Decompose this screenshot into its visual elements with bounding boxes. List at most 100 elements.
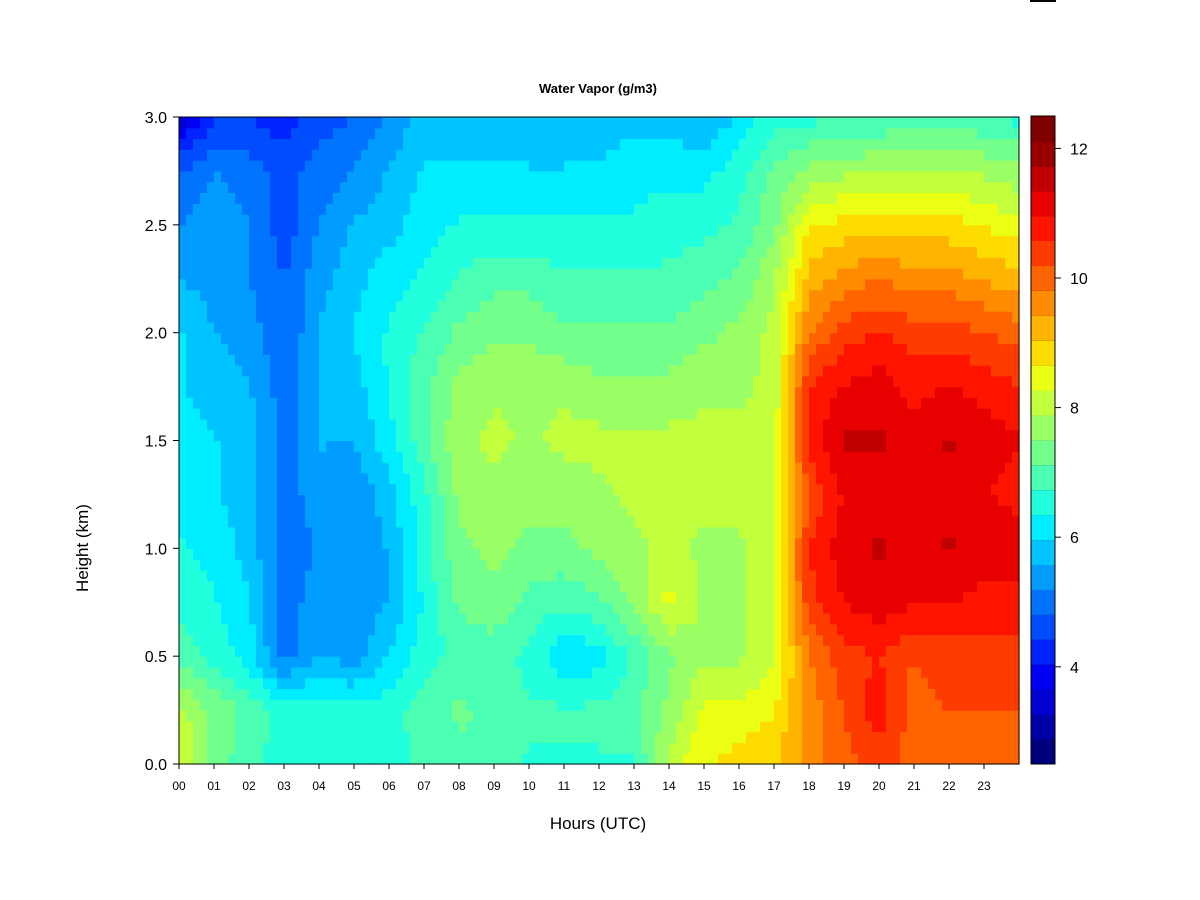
heatmap-cell — [298, 214, 306, 226]
heatmap-cell — [410, 332, 418, 345]
heatmap-cell — [732, 656, 740, 668]
heatmap-cell — [627, 300, 635, 312]
heatmap-cell — [508, 246, 516, 258]
heatmap-cell — [487, 494, 495, 506]
heatmap-cell — [340, 203, 348, 215]
heatmap-cell — [739, 138, 747, 150]
heatmap-cell — [487, 386, 495, 398]
heatmap-cell — [613, 731, 621, 744]
heatmap-cell — [599, 418, 607, 431]
heatmap-cell — [501, 753, 509, 765]
heatmap-cell — [529, 591, 537, 603]
heatmap-cell — [683, 699, 691, 711]
heatmap-cell — [648, 375, 656, 388]
heatmap-cell — [683, 634, 691, 646]
heatmap-cell — [676, 311, 684, 323]
heatmap-cell — [529, 214, 537, 226]
heatmap-cell — [655, 429, 663, 442]
heatmap-cell — [193, 267, 201, 280]
heatmap-cell — [641, 623, 649, 636]
heatmap-cell — [704, 386, 712, 398]
heatmap-cell — [256, 170, 264, 183]
heatmap-cell — [319, 117, 327, 129]
heatmap-cell — [277, 569, 285, 582]
heatmap-cell — [207, 440, 215, 452]
heatmap-cell — [578, 117, 586, 129]
heatmap-cell — [578, 634, 586, 646]
heatmap-cell — [347, 311, 355, 323]
heatmap-cell — [438, 267, 446, 280]
heatmap-cell — [529, 224, 537, 237]
heatmap-cell — [697, 170, 705, 183]
heatmap-cell — [193, 656, 201, 668]
heatmap-cell — [487, 117, 495, 129]
heatmap-cell — [179, 645, 187, 657]
heatmap-cell — [690, 472, 698, 485]
heatmap-cell — [207, 278, 215, 291]
heatmap-cell — [221, 418, 229, 431]
heatmap-cell — [599, 386, 607, 398]
heatmap-cell — [256, 235, 264, 247]
heatmap-cell — [207, 160, 215, 172]
heatmap-cell — [249, 117, 257, 129]
heatmap-cell — [620, 613, 628, 625]
heatmap-cell — [270, 386, 278, 398]
heatmap-cell — [494, 224, 502, 237]
heatmap-cell — [732, 699, 740, 711]
heatmap-cell — [508, 343, 516, 355]
heatmap-cell — [445, 472, 453, 485]
heatmap-cell — [662, 203, 670, 215]
heatmap-cell — [690, 440, 698, 452]
heatmap-cell — [620, 181, 628, 194]
heatmap-cell — [242, 451, 250, 463]
heatmap-cell — [536, 278, 544, 291]
heatmap-cell — [291, 375, 299, 388]
heatmap-cell — [221, 494, 229, 506]
heatmap-cell — [445, 289, 453, 301]
heatmap-cell — [214, 505, 222, 517]
heatmap-cell — [396, 267, 404, 280]
heatmap-cell — [480, 613, 488, 625]
heatmap-cell — [550, 214, 558, 226]
heatmap-cell — [732, 408, 740, 420]
heatmap-cell — [634, 656, 642, 668]
heatmap-cell — [515, 720, 523, 733]
heatmap-cell — [690, 451, 698, 463]
heatmap-cell — [424, 267, 432, 280]
heatmap-cell — [515, 569, 523, 582]
heatmap-cell — [564, 710, 572, 722]
heatmap-cell — [704, 138, 712, 150]
heatmap-cell — [585, 505, 593, 517]
heatmap-cell — [760, 634, 768, 646]
heatmap-cell — [515, 408, 523, 420]
heatmap-cell — [431, 343, 439, 355]
heatmap-cell — [403, 149, 411, 161]
heatmap-cell — [256, 408, 264, 420]
heatmap-cell — [361, 559, 369, 571]
heatmap-cell — [375, 332, 383, 345]
heatmap-cell — [704, 127, 712, 140]
heatmap-cell — [214, 170, 222, 183]
heatmap-cell — [221, 386, 229, 398]
heatmap-cell — [256, 526, 264, 539]
heatmap-cell — [298, 548, 306, 560]
heatmap-cell — [543, 494, 551, 506]
heatmap-cell — [228, 300, 236, 312]
heatmap-cell — [291, 418, 299, 431]
heatmap-cell — [214, 224, 222, 237]
heatmap-cell — [662, 537, 670, 549]
heatmap-cell — [221, 235, 229, 247]
heatmap-cell — [487, 375, 495, 388]
heatmap-cell — [473, 181, 481, 194]
heatmap-cell — [543, 418, 551, 431]
heatmap-cell — [571, 462, 579, 474]
heatmap-cell — [424, 613, 432, 625]
heatmap-cell — [515, 386, 523, 398]
heatmap-cell — [431, 677, 439, 690]
heatmap-cell — [592, 375, 600, 388]
heatmap-cell — [214, 537, 222, 549]
heatmap-cell — [599, 246, 607, 258]
heatmap-cell — [683, 537, 691, 549]
heatmap-cell — [263, 386, 271, 398]
heatmap-cell — [431, 548, 439, 560]
